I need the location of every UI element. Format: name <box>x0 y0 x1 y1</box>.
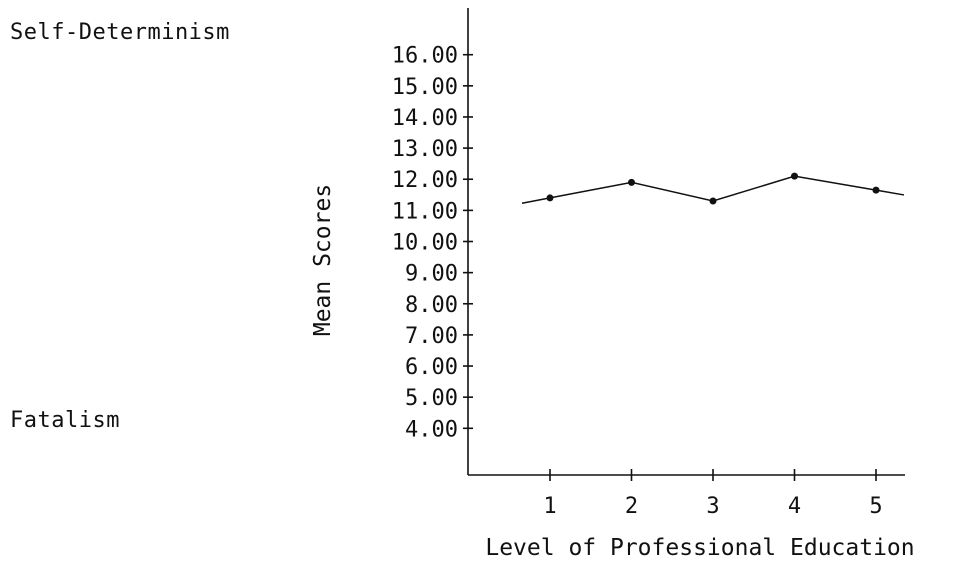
y-axis-title: Mean Scores <box>310 184 336 336</box>
y-tick-label: 4.00 <box>405 417 458 442</box>
fatalism-label: Fatalism <box>10 408 120 433</box>
x-tick-label: 4 <box>788 494 801 519</box>
y-tick-label: 7.00 <box>405 324 458 349</box>
y-axis-ticks: 16.00 15.00 14.00 13.00 12.00 11.00 10.00 9.00 8… <box>392 44 473 442</box>
data-point <box>709 197 717 205</box>
data-point <box>872 186 880 194</box>
y-tick-label: 9.00 <box>405 262 458 287</box>
data-point <box>791 172 798 180</box>
y-tick-label: 5.00 <box>405 386 458 411</box>
self-determinism-label: Self-Determinism <box>10 20 230 45</box>
data-point <box>628 178 635 186</box>
series-layer <box>521 172 905 205</box>
y-tick-label: 12.00 <box>392 168 458 193</box>
y-tick-label: 10.00 <box>392 231 458 256</box>
chart-axes <box>467 8 905 476</box>
y-tick-label: 11.00 <box>392 199 458 224</box>
x-axis-title: Level of Professional Education <box>485 535 914 561</box>
y-tick-label: 6.00 <box>405 355 458 380</box>
x-tick-label: 1 <box>543 494 556 519</box>
y-tick-label: 15.00 <box>392 75 458 100</box>
y-tick-label: 16.00 <box>392 44 458 69</box>
x-axis-ticks: 1 2 3 4 5 <box>543 469 883 519</box>
y-tick-label: 13.00 <box>392 137 458 162</box>
x-tick-label: 3 <box>706 494 719 519</box>
y-tick-label: 8.00 <box>405 293 458 318</box>
x-tick-label: 2 <box>625 494 638 519</box>
x-tick-label: 5 <box>869 494 882 519</box>
y-tick-label: 14.00 <box>392 106 458 131</box>
data-point <box>546 194 554 202</box>
